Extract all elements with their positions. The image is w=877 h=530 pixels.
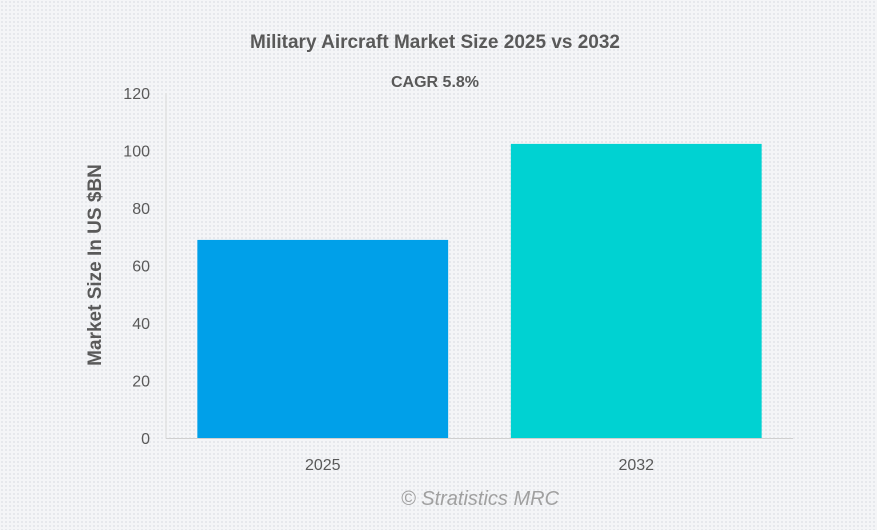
y-tick-label: 40	[132, 316, 150, 333]
bar-2032	[510, 143, 762, 438]
bars	[197, 143, 762, 438]
y-tick-label: 80	[132, 201, 150, 218]
y-tick-label: 100	[123, 144, 150, 161]
y-tick-label: 20	[132, 374, 150, 391]
x-tick-label: 2032	[618, 457, 654, 474]
x-tick-label: 2025	[305, 457, 341, 474]
chart-title: Military Aircraft Market Size 2025 vs 20…	[250, 32, 620, 53]
chart-subtitle: CAGR 5.8%	[391, 74, 479, 91]
bar-2025	[197, 239, 449, 438]
y-tick-label: 120	[123, 86, 150, 103]
y-axis-label: Market Size In US $BN	[85, 164, 106, 366]
y-tick-labels: 0 20 40 60 80 100 120	[123, 86, 150, 448]
x-tick-labels: 2025 2032	[305, 457, 654, 474]
y-tick-label: 0	[141, 431, 150, 448]
y-tick-label: 60	[132, 259, 150, 276]
copyright-credit: © Stratistics MRC	[401, 488, 560, 510]
